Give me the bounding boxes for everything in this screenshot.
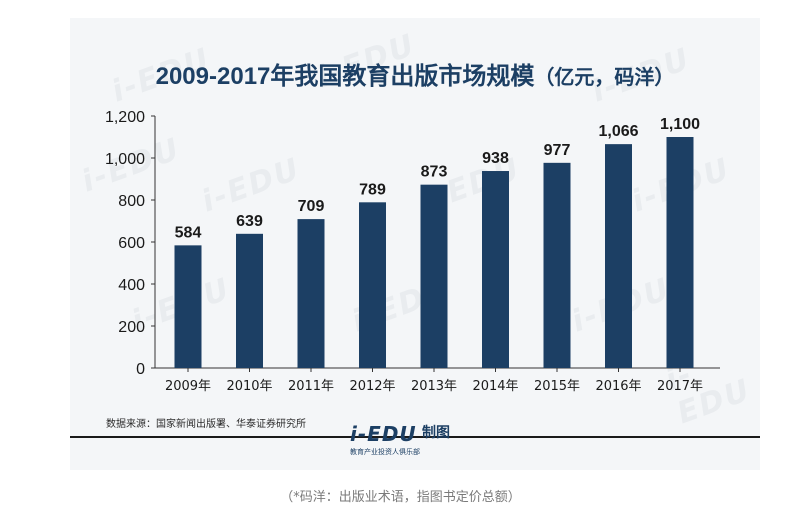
x-tick-label: 2016年 (595, 379, 641, 394)
chart-card: i-EDU i-EDU i-EDU i-EDU i-EDU i-EDU i-ED… (70, 18, 760, 470)
y-tick-label: 1,000 (105, 151, 145, 168)
bar (543, 162, 571, 368)
y-tick-label: 1,200 (105, 109, 145, 126)
data-label: 789 (359, 181, 386, 198)
source-note: 数据来源：国家新闻出版署、华泰证券研究所 (106, 419, 306, 430)
bar (420, 184, 448, 368)
x-tick-label: 2017年 (657, 379, 703, 394)
x-tick-label: 2010年 (226, 379, 272, 394)
bar (359, 202, 386, 368)
y-tick-label: 0 (136, 361, 145, 378)
x-tick-label: 2014年 (472, 379, 518, 394)
x-tick-label: 2013年 (411, 379, 457, 394)
data-label: 938 (482, 150, 509, 167)
bar (666, 137, 694, 368)
x-tick-label: 2015年 (534, 379, 580, 394)
chart-title-unit: （亿元，码洋） (534, 67, 675, 89)
data-label: 1,100 (660, 116, 700, 133)
y-tick-label: 800 (118, 193, 145, 210)
data-label: 873 (421, 164, 448, 181)
bar (605, 144, 632, 368)
bar (482, 171, 509, 368)
footer-divider (70, 436, 760, 438)
logo-subtitle: 教育产业投资人俱乐部 (350, 448, 420, 456)
logo-main-text: i-EDU (350, 422, 417, 446)
x-tick-label: 2012年 (349, 379, 395, 394)
data-label: 709 (298, 198, 325, 215)
image-caption: （*码洋：出版业术语，指图书定价总额） (280, 490, 521, 505)
data-label: 639 (236, 213, 263, 230)
y-tick-label: 600 (118, 235, 145, 252)
bar (297, 219, 325, 368)
chart-title: 2009-2017年我国教育出版市场规模（亿元，码洋） (70, 56, 760, 91)
ieducation-logo: i-EDU 教育产业投资人俱乐部 制图 (350, 422, 490, 466)
bar (236, 233, 263, 368)
chart-title-text: 2009-2017年我国教育出版市场规模 (155, 63, 535, 90)
bar-chart: 0 200 400 600 800 1,000 1,200 584 2009年 639 2010年 7… (105, 109, 720, 394)
y-tick-label: 400 (118, 277, 145, 294)
data-label: 584 (175, 224, 202, 241)
data-label: 1,066 (598, 123, 638, 140)
data-label: 977 (544, 142, 571, 159)
logo-right-text: 制图 (422, 425, 450, 441)
bar (174, 245, 202, 368)
x-tick-label: 2009年 (165, 379, 211, 394)
y-tick-label: 200 (118, 319, 145, 336)
x-tick-label: 2011年 (288, 379, 334, 394)
